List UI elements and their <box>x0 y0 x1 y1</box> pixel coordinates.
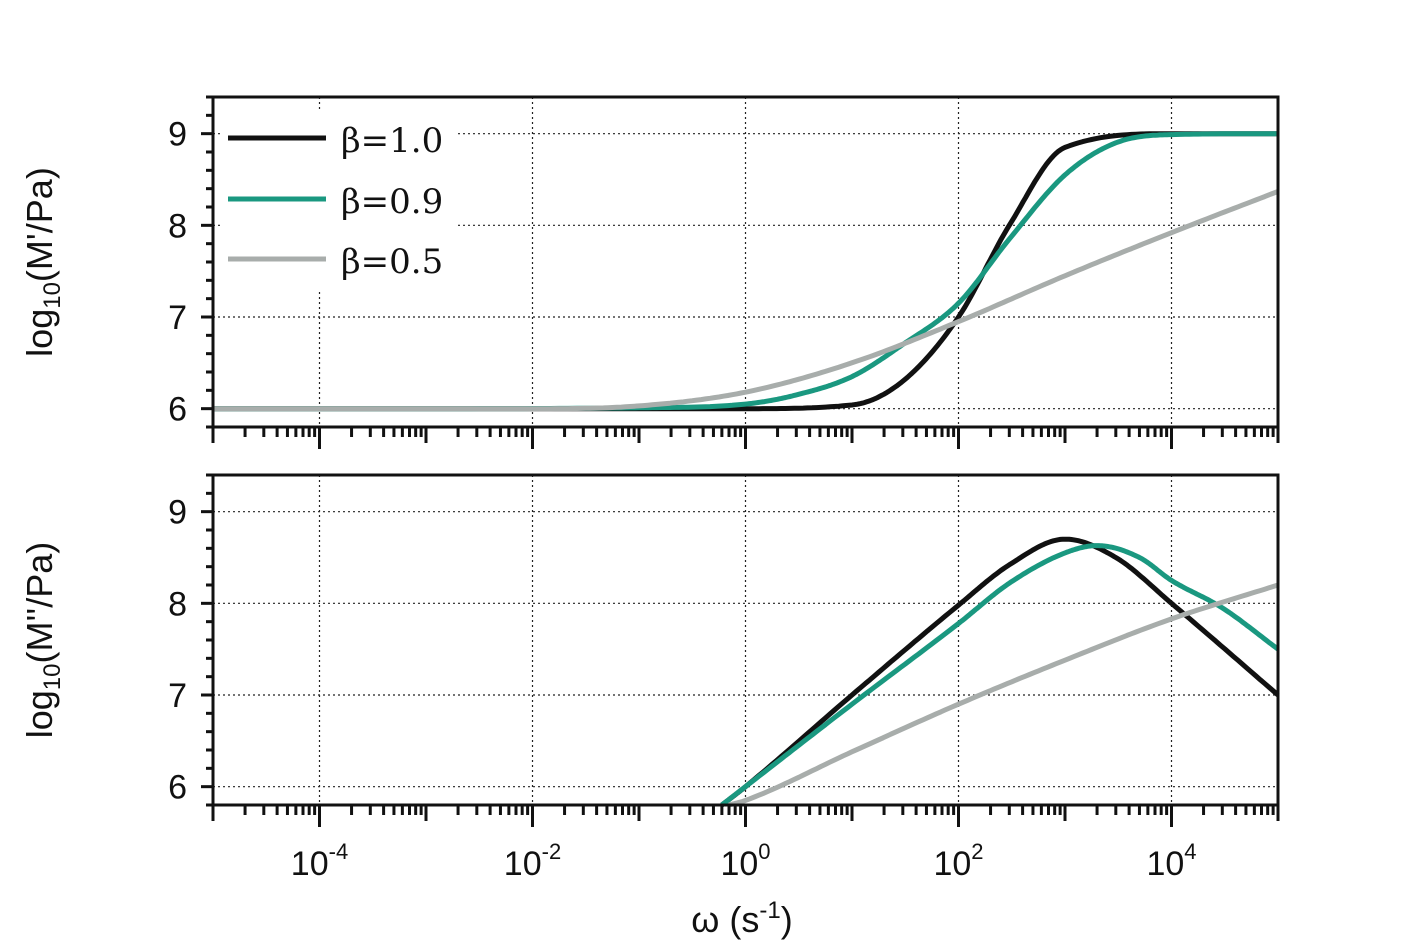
top-y-tick-labels: 6 7 8 9 <box>168 116 187 429</box>
top-series-line-2 <box>213 189 1279 412</box>
top-y-tick-label: 9 <box>168 116 187 154</box>
legend-label-beta-1-0: β=1.0 <box>341 121 443 161</box>
legend-label-beta-0-9: β=0.9 <box>341 182 443 222</box>
top-plot-frame <box>211 95 1280 429</box>
bot-y-tick-label: 9 <box>168 494 187 532</box>
x-tick-label: 10-4 <box>291 839 348 883</box>
top-y-tick-label: 7 <box>168 299 187 337</box>
x-axis-title: ω (s-1) <box>691 897 792 940</box>
bottom-y-tick-labels: 6 7 8 9 <box>168 494 187 807</box>
bottom-y-axis-title: log10(M''/Pa) <box>19 542 66 739</box>
bot-y-tick-label: 7 <box>168 677 187 715</box>
x-tick-label: 10-2 <box>504 839 561 883</box>
bot-series-line-1 <box>720 543 1280 807</box>
top-grid <box>213 97 1278 427</box>
top-panel: 6 7 8 9 log10(M'/Pa) β=1.0 β=0.9 β=0.5 <box>19 95 1280 449</box>
top-series-group <box>213 131 1279 412</box>
x-tick-label: 102 <box>933 839 983 883</box>
top-y-tick-label: 6 <box>168 391 187 429</box>
x-tick-label: 104 <box>1146 839 1196 883</box>
legend: β=1.0 β=0.9 β=0.5 <box>222 110 457 292</box>
x-tick-label: 100 <box>720 839 770 883</box>
bottom-panel: 6 7 8 9 log10(M''/Pa) <box>19 473 1280 827</box>
bottom-series-group <box>720 536 1280 808</box>
top-y-axis-title: log10(M'/Pa) <box>19 167 66 357</box>
x-tick-labels: 10-4 10-2 100 102 104 <box>291 839 1197 883</box>
top-y-tick-label: 8 <box>168 207 187 245</box>
bot-series-line-2 <box>727 582 1279 808</box>
bot-series-line-0 <box>720 536 1280 807</box>
bottom-plot-frame <box>211 473 1280 807</box>
bottom-ticks <box>201 473 1280 827</box>
bot-y-tick-label: 8 <box>168 585 187 623</box>
bot-y-tick-label: 6 <box>168 769 187 807</box>
legend-label-beta-0-5: β=0.5 <box>341 242 443 282</box>
bottom-grid <box>213 475 1278 805</box>
